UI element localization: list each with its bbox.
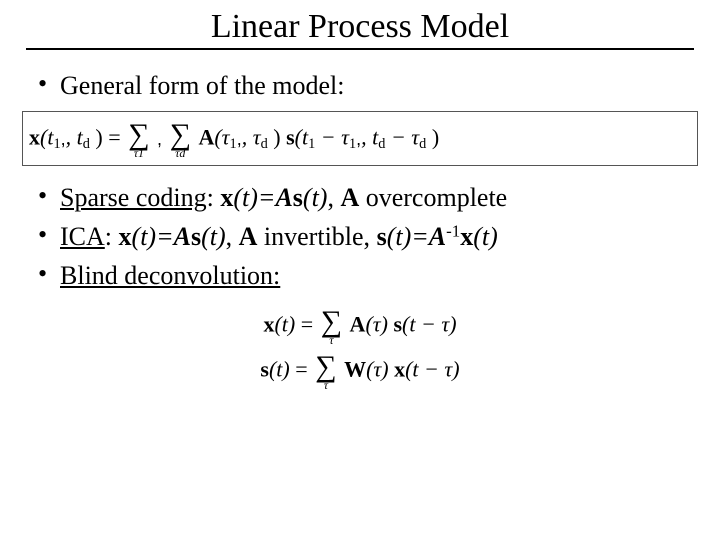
bullet-dot: • — [38, 258, 60, 291]
slide: Linear Process Model • General form of t… — [0, 0, 720, 540]
eq-sub: 1 — [53, 136, 60, 152]
bullet-dot: • — [38, 180, 60, 213]
eq-text: , t — [66, 125, 83, 150]
eq-text: , — [327, 183, 340, 212]
eq-sub: 1 — [230, 136, 237, 152]
eq-text: overcomplete — [359, 183, 507, 212]
sum-tau: ∑τ — [315, 352, 336, 391]
eq-equals: = — [301, 312, 319, 337]
bullet-dot: • — [38, 219, 60, 252]
sym-x: x — [263, 312, 274, 337]
bullet-2: • Sparse coding: x(t)=As(t), A overcompl… — [38, 180, 700, 215]
eq-text: (τ — [214, 125, 229, 150]
eq-text: (t — [40, 125, 53, 150]
sym-x: x — [460, 222, 473, 251]
eq-text: − τ — [315, 125, 349, 150]
sym-s: s — [393, 312, 402, 337]
eq-text: , t — [361, 125, 378, 150]
bullet-2-colon: : — [207, 183, 221, 212]
eq-text: (t) — [274, 312, 295, 337]
bullet-3-underline: ICA — [60, 222, 105, 251]
eq-text: (t − τ) — [405, 357, 459, 382]
eq-text: (τ) — [366, 357, 394, 382]
eq-text: (t)=A — [387, 222, 446, 251]
bullet-3: • ICA: x(t)=As(t), A invertible, s(t)=A-… — [38, 219, 700, 254]
eq-text: − τ — [385, 125, 419, 150]
equation-deconv-2: s(t) = ∑τ W(τ) x(t − τ) — [0, 352, 720, 391]
eq-text: ) — [426, 125, 439, 150]
eq-text: (t) — [303, 183, 328, 212]
bullet-2-underline: Sparse coding — [60, 183, 207, 212]
eq-sub: 1 — [349, 136, 356, 152]
eq-text: (t) — [473, 222, 498, 251]
eq-text: ) — [268, 125, 281, 150]
eq-sub: d — [261, 136, 268, 152]
eq-text: , — [226, 222, 239, 251]
sum-taud: ∑τd — [170, 120, 191, 159]
sym-x: x — [394, 357, 405, 382]
eq-text: (τ) — [365, 312, 393, 337]
sym-s: s — [191, 222, 201, 251]
bullet-list-2: • Sparse coding: x(t)=As(t), A overcompl… — [38, 180, 700, 293]
eq-text: (t − τ) — [402, 312, 456, 337]
eq-text: (t) — [201, 222, 226, 251]
eq-equals: = — [295, 357, 313, 382]
sym-s: s — [286, 125, 295, 150]
sym-W: W — [344, 357, 366, 382]
bullet-3-text: ICA: x(t)=As(t), A invertible, s(t)=A-1x… — [60, 219, 700, 254]
equation-deconv-1: x(t) = ∑τ A(τ) s(t − τ) — [0, 307, 720, 346]
eq-text: invertible, — [257, 222, 376, 251]
eq-text: ) — [90, 125, 103, 150]
bullet-1: • General form of the model: — [38, 68, 700, 103]
bullet-4-text: Blind deconvolution: — [60, 258, 700, 293]
sym-x: x — [119, 222, 132, 251]
sym-s: s — [260, 357, 269, 382]
eq-text: (t)=A — [233, 183, 292, 212]
sym-A: A — [198, 125, 214, 150]
eq-text: (t)=A — [132, 222, 191, 251]
sym-s: s — [293, 183, 303, 212]
sum-tau: ∑τ — [321, 307, 342, 346]
bullet-1-text: General form of the model: — [60, 68, 700, 103]
bullet-4-underline: Blind deconvolution: — [60, 261, 280, 290]
sum-tau1: ∑τ1 — [128, 120, 149, 159]
sym-A: A — [340, 183, 359, 212]
slide-title: Linear Process Model — [0, 0, 720, 48]
title-underline — [26, 48, 694, 50]
eq-sub: d — [83, 136, 90, 152]
eq-ellipsis: , — [157, 129, 162, 150]
eq-equals: = — [108, 125, 126, 150]
bullet-3-colon: : — [105, 222, 119, 251]
sym-A: A — [350, 312, 366, 337]
eq-text: , τ — [242, 125, 261, 150]
sym-s: s — [377, 222, 387, 251]
bullet-dot: • — [38, 68, 60, 101]
eq-text: (t — [295, 125, 308, 150]
bullet-list: • General form of the model: — [38, 68, 700, 103]
sym-A: A — [239, 222, 258, 251]
sym-x: x — [29, 125, 40, 150]
eq-text: (t) — [269, 357, 290, 382]
equation-general: x(t1, , td ) = ∑τ1 , ∑τd A(τ1, , τd ) s(… — [22, 111, 698, 166]
eq-sup: -1 — [446, 222, 460, 241]
bullet-2-text: Sparse coding: x(t)=As(t), A overcomplet… — [60, 180, 700, 215]
sym-x: x — [220, 183, 233, 212]
bullet-4: • Blind deconvolution: — [38, 258, 700, 293]
